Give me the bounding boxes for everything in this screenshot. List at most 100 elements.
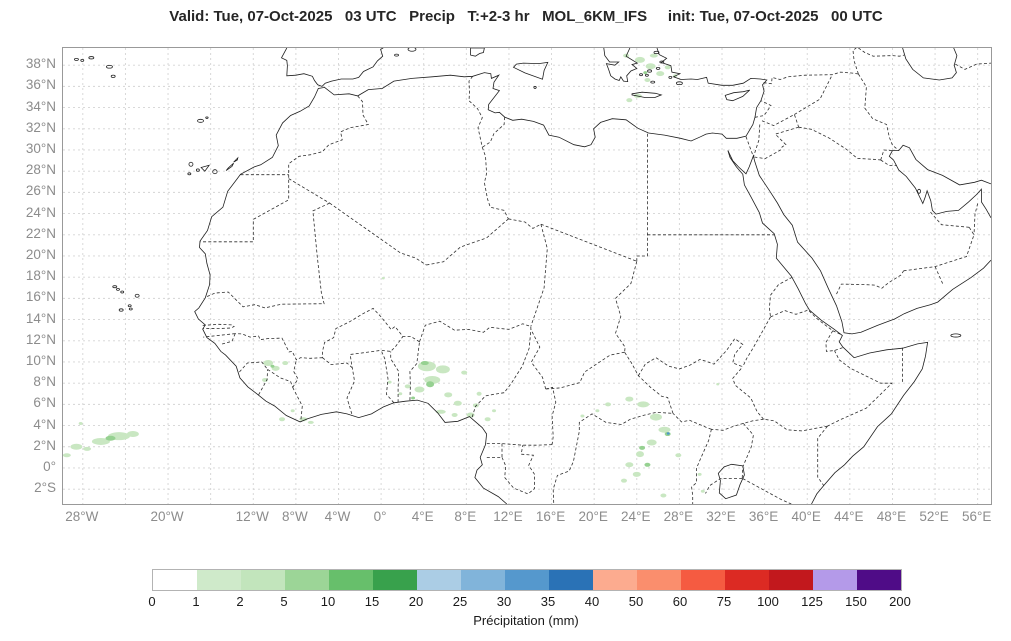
colorbar-cell bbox=[417, 570, 461, 590]
colorbar-tick: 60 bbox=[672, 594, 688, 609]
country-border-path bbox=[346, 349, 382, 415]
colorbar-tick: 0 bbox=[148, 594, 156, 609]
colorbar-tick: 1 bbox=[192, 594, 200, 609]
country-border-path bbox=[258, 369, 268, 395]
precip-blob bbox=[105, 435, 116, 441]
lon-tick-label: 36°E bbox=[748, 509, 779, 524]
precip-blob bbox=[282, 361, 289, 366]
country-border-path bbox=[754, 100, 772, 118]
precip-blob bbox=[646, 439, 657, 446]
lon-tick-label: 12°E bbox=[493, 509, 523, 524]
precip-blob bbox=[290, 409, 295, 413]
small-island bbox=[134, 293, 140, 298]
precip-blob bbox=[387, 380, 392, 384]
precip-blob bbox=[70, 443, 83, 450]
precip-blob bbox=[307, 420, 314, 424]
lat-tick-label: 16°N bbox=[25, 289, 56, 305]
lon-tick-label: 52°E bbox=[919, 509, 949, 524]
island-or-lake-outline bbox=[717, 463, 745, 500]
lat-tick-label: 2°S bbox=[34, 480, 56, 496]
lat-tick-label: 26°N bbox=[25, 183, 56, 199]
island-or-lake-outline bbox=[512, 61, 549, 80]
small-island bbox=[653, 50, 660, 55]
country-border-path bbox=[239, 361, 268, 373]
precip-blob bbox=[435, 365, 450, 374]
island-or-lake-outline bbox=[631, 91, 663, 98]
colorbar-cell bbox=[505, 570, 549, 590]
precip-blob bbox=[381, 277, 385, 280]
precip-blob bbox=[78, 421, 83, 425]
lat-tick-label: 38°N bbox=[25, 56, 56, 72]
lat-tick-label: 36°N bbox=[25, 77, 56, 93]
country-border-path bbox=[934, 266, 944, 285]
small-island bbox=[675, 81, 683, 85]
colorbar-tick: 40 bbox=[584, 594, 600, 609]
precip-blob bbox=[411, 396, 416, 400]
colorbar-tick: 5 bbox=[280, 594, 288, 609]
lat-tick-label: 8°N bbox=[33, 374, 56, 390]
lat-tick-label: 30°N bbox=[25, 140, 56, 156]
map-frame bbox=[62, 47, 992, 505]
small-island bbox=[187, 172, 192, 176]
country-border-path bbox=[390, 351, 400, 403]
country-border-path bbox=[205, 202, 330, 309]
small-island bbox=[116, 287, 120, 291]
country-border-path bbox=[485, 443, 503, 458]
island-or-lake-outline bbox=[225, 162, 234, 171]
small-island bbox=[407, 48, 417, 52]
coastline-path bbox=[902, 48, 958, 81]
country-border-path bbox=[753, 124, 761, 158]
lat-tick-label: 28°N bbox=[25, 162, 56, 178]
country-border-path bbox=[742, 478, 792, 504]
lon-tick-label: 44°E bbox=[834, 509, 864, 524]
country-border-path bbox=[200, 174, 290, 243]
precip-blob bbox=[644, 462, 651, 467]
colorbar-tick: 30 bbox=[496, 594, 512, 609]
country-border-path bbox=[501, 445, 535, 495]
country-borders bbox=[200, 48, 991, 504]
small-island bbox=[659, 60, 665, 64]
lat-tick-label: 18°N bbox=[25, 268, 56, 284]
small-island bbox=[128, 307, 133, 311]
small-island bbox=[533, 86, 537, 89]
lon-tick-label: 20°W bbox=[150, 509, 184, 524]
country-border-path bbox=[468, 76, 483, 148]
country-border-path bbox=[852, 48, 859, 75]
colorbar-cell bbox=[197, 570, 241, 590]
country-border-path bbox=[202, 323, 235, 330]
country-border-path bbox=[827, 350, 893, 427]
small-island bbox=[197, 118, 204, 123]
small-island bbox=[647, 69, 652, 73]
country-border-path bbox=[471, 329, 532, 418]
country-border-path bbox=[540, 223, 637, 262]
colorbar-cell bbox=[461, 570, 505, 590]
precip-blob bbox=[697, 472, 702, 476]
small-island bbox=[80, 59, 85, 62]
page-title: Valid: Tue, 07-Oct-2025 03 UTC Precip T:… bbox=[169, 8, 883, 25]
precip-blob bbox=[675, 453, 682, 458]
country-border-path bbox=[741, 423, 754, 479]
country-border-path bbox=[973, 203, 979, 235]
colorbar-cell bbox=[373, 570, 417, 590]
country-border-path bbox=[742, 316, 771, 367]
colorbar-tick: 125 bbox=[801, 594, 823, 609]
country-border-path bbox=[636, 133, 648, 262]
precip-blob bbox=[270, 364, 275, 368]
precip-blob bbox=[605, 402, 612, 407]
country-border-path bbox=[691, 429, 712, 504]
colorbar-cell bbox=[329, 570, 373, 590]
country-border-path bbox=[672, 413, 712, 430]
colorbar-tick: 100 bbox=[757, 594, 779, 609]
precip-blob bbox=[625, 396, 634, 402]
colorbar-tick: 25 bbox=[452, 594, 468, 609]
lat-tick-label: 6°N bbox=[33, 395, 56, 411]
country-border-path bbox=[705, 478, 743, 494]
small-island bbox=[917, 188, 921, 194]
country-border-path bbox=[753, 126, 799, 160]
country-border-path bbox=[761, 113, 800, 128]
country-border-path bbox=[743, 418, 764, 424]
country-border-path bbox=[508, 218, 542, 229]
colorbar-cell bbox=[285, 570, 329, 590]
lon-tick-label: 12°W bbox=[235, 509, 269, 524]
lat-tick-label: 4°N bbox=[33, 416, 56, 432]
